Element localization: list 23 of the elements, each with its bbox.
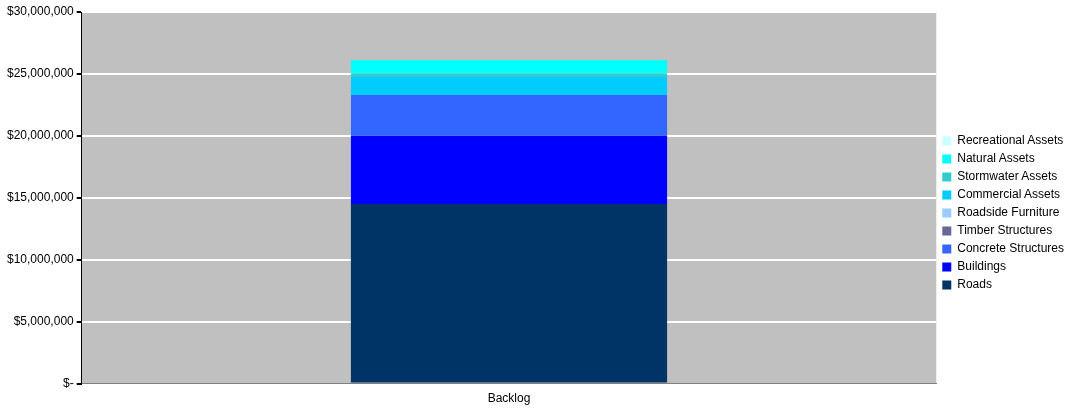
legend-label: Natural Assets bbox=[957, 151, 1035, 166]
y-tick-label: $10,000,000 bbox=[7, 252, 75, 267]
legend-label: Stormwater Assets bbox=[957, 169, 1058, 184]
bar bbox=[350, 135, 668, 204]
y-tick-label: $20,000,000 bbox=[7, 128, 75, 143]
legend-label: Timber Structures bbox=[957, 223, 1053, 238]
legend-label: Concrete Structures bbox=[957, 241, 1064, 256]
bar bbox=[350, 60, 668, 74]
legend-label: Roads bbox=[957, 277, 992, 292]
bar bbox=[350, 77, 668, 95]
legend-label: Roadside Furniture bbox=[957, 205, 1060, 220]
legend-label: Commercial Assets bbox=[957, 187, 1060, 202]
y-tick-label: $15,000,000 bbox=[7, 190, 75, 205]
legend-label: Recreational Assets bbox=[957, 133, 1064, 148]
y-tick-label: $25,000,000 bbox=[7, 66, 75, 81]
legend-label: Buildings bbox=[957, 259, 1006, 274]
y-tick-label: $5,000,000 bbox=[13, 313, 75, 328]
y-tick-label: $- bbox=[63, 375, 74, 390]
y-tick-label: $30,000,000 bbox=[7, 4, 75, 19]
bar bbox=[350, 94, 668, 136]
x-tick-label: Backlog bbox=[487, 391, 531, 406]
bar bbox=[350, 203, 668, 383]
bar bbox=[350, 73, 668, 78]
